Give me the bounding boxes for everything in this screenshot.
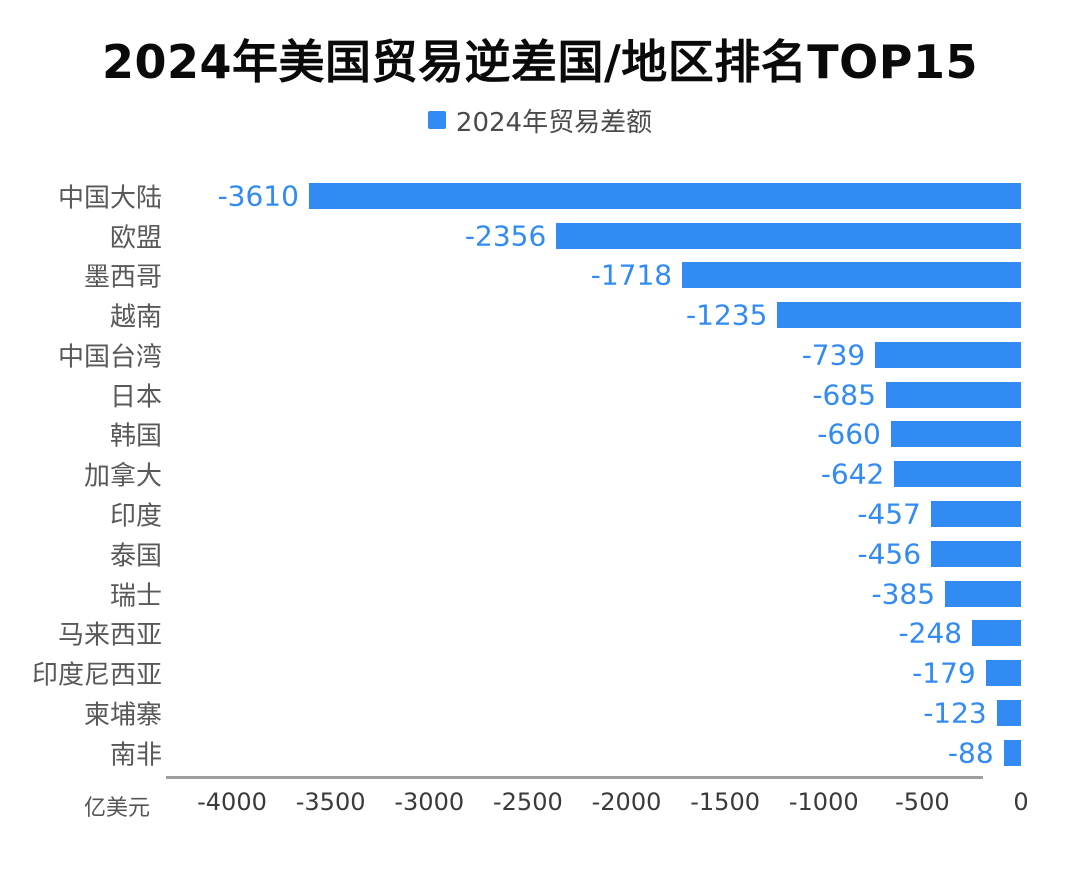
- value-label: -2356: [464, 219, 547, 253]
- x-axis-line: [166, 776, 983, 779]
- chart-row: 墨西哥 -1718: [0, 256, 1080, 296]
- category-label: 中国台湾: [57, 342, 162, 373]
- value-label: -3610: [217, 179, 299, 213]
- value-label: -1235: [686, 298, 768, 332]
- category-label: 日本: [109, 382, 162, 413]
- chart-row: 越南 -1235: [0, 295, 1080, 335]
- chart-row: 韩国 -660: [0, 415, 1080, 455]
- chart-row: 中国台湾 -739: [0, 335, 1080, 375]
- bar: [1003, 739, 1021, 766]
- bar: [930, 501, 1021, 527]
- x-tick-label: -1000: [788, 788, 859, 816]
- x-tick-label: 0: [1013, 788, 1029, 816]
- bar: [890, 421, 1021, 448]
- value-label: -739: [801, 338, 866, 372]
- chart-row: 印度 -457: [0, 494, 1080, 534]
- bar: [931, 540, 1021, 567]
- value-label: -457: [857, 497, 921, 531]
- x-tick-label: -3500: [295, 788, 366, 816]
- category-label: 越南: [109, 302, 162, 333]
- category-label: 中国大陆: [57, 183, 162, 214]
- x-tick-label: -2500: [493, 788, 563, 816]
- value-label: -1718: [590, 258, 673, 292]
- bar: [777, 302, 1021, 329]
- value-label: -179: [912, 656, 976, 690]
- chart-rows: 中国大陆 -3610 欧盟 -2356 墨西哥 -1718 越南 -1235 中国台湾 -739 日…: [0, 176, 1080, 772]
- category-label: 印度: [109, 501, 162, 532]
- chart-row: 欧盟 -2356: [0, 216, 1080, 256]
- bar: [875, 341, 1021, 368]
- x-tick-label: -1500: [690, 788, 760, 816]
- value-label: -685: [812, 378, 876, 412]
- legend: 2024年贸易差额: [0, 104, 1080, 138]
- bar: [308, 182, 1021, 209]
- value-label: -456: [857, 537, 922, 571]
- x-tick-label: -4000: [197, 788, 267, 816]
- chart-row: 泰国 -456: [0, 534, 1080, 574]
- axis-unit-label: 亿美元: [83, 796, 150, 821]
- value-label: -385: [871, 577, 936, 611]
- chart-row: 日本 -685: [0, 375, 1080, 415]
- bar: [945, 580, 1021, 607]
- legend-swatch-icon: [427, 111, 446, 129]
- category-label: 印度尼西亚: [31, 660, 162, 691]
- chart-row: 瑞士 -385: [0, 574, 1080, 614]
- bar: [682, 262, 1021, 289]
- category-label: 柬埔寨: [83, 700, 162, 731]
- bar: [985, 660, 1021, 687]
- chart-title: 2024年美国贸易逆差国/地区排名TOP15: [101, 35, 979, 89]
- value-label: -248: [898, 616, 963, 650]
- x-tick-label: -3000: [394, 788, 465, 816]
- value-label: -123: [923, 696, 987, 730]
- category-label: 墨西哥: [83, 262, 162, 293]
- category-label: 加拿大: [83, 461, 162, 492]
- chart-row: 中国大陆 -3610: [0, 176, 1080, 216]
- chart-row: 马来西亚 -248: [0, 613, 1080, 653]
- value-label: -88: [947, 736, 994, 770]
- x-tick-label: -2000: [591, 788, 662, 816]
- bar: [972, 620, 1021, 647]
- category-label: 韩国: [109, 421, 162, 452]
- category-label: 泰国: [109, 541, 162, 572]
- bar: [996, 699, 1021, 726]
- value-label: -660: [817, 417, 881, 451]
- bar: [885, 381, 1021, 408]
- bar: [556, 222, 1021, 249]
- chart-row: 南非 -88: [0, 733, 1080, 773]
- bar: [894, 461, 1021, 488]
- chart-row: 柬埔寨 -123: [0, 693, 1080, 733]
- category-label: 瑞士: [109, 581, 162, 612]
- category-label: 马来西亚: [57, 620, 162, 651]
- x-tick-label: -500: [895, 788, 950, 816]
- category-label: 南非: [109, 740, 162, 771]
- category-label: 欧盟: [109, 223, 162, 254]
- legend-label: 2024年贸易差额: [455, 107, 653, 138]
- chart-row: 印度尼西亚 -179: [0, 653, 1080, 693]
- value-label: -642: [820, 457, 885, 491]
- chart-row: 加拿大 -642: [0, 454, 1080, 494]
